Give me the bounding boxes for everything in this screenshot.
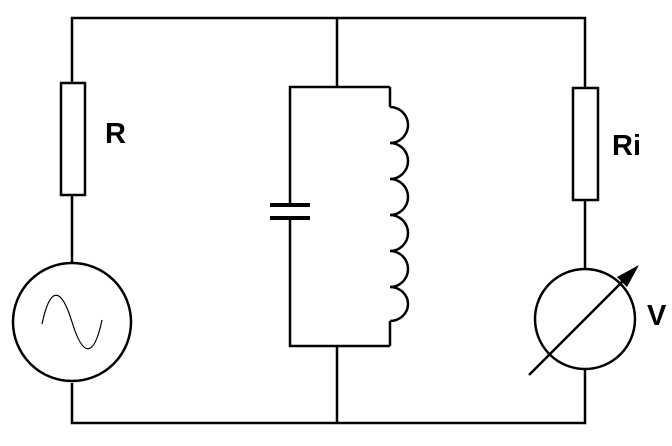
voltmeter-arrow-shaft [528, 272, 632, 376]
inductor-coil [389, 105, 410, 323]
tank-frame-left [288, 85, 390, 348]
resistor-ri [571, 86, 600, 202]
sine-wave-icon [41, 294, 103, 350]
capacitor [270, 203, 310, 220]
left-branch-upper-wire [70, 16, 587, 88]
ac-source [11, 261, 133, 383]
wiring [70, 16, 587, 425]
resistor-r [59, 81, 87, 197]
voltmeter [528, 265, 639, 376]
resistor-ri-label: Ri [612, 130, 641, 162]
right-branch-lower-wire [70, 368, 587, 425]
arrow-head-icon [617, 265, 639, 287]
resistor-r-label: R [105, 118, 126, 150]
voltmeter-label: V [647, 300, 667, 332]
